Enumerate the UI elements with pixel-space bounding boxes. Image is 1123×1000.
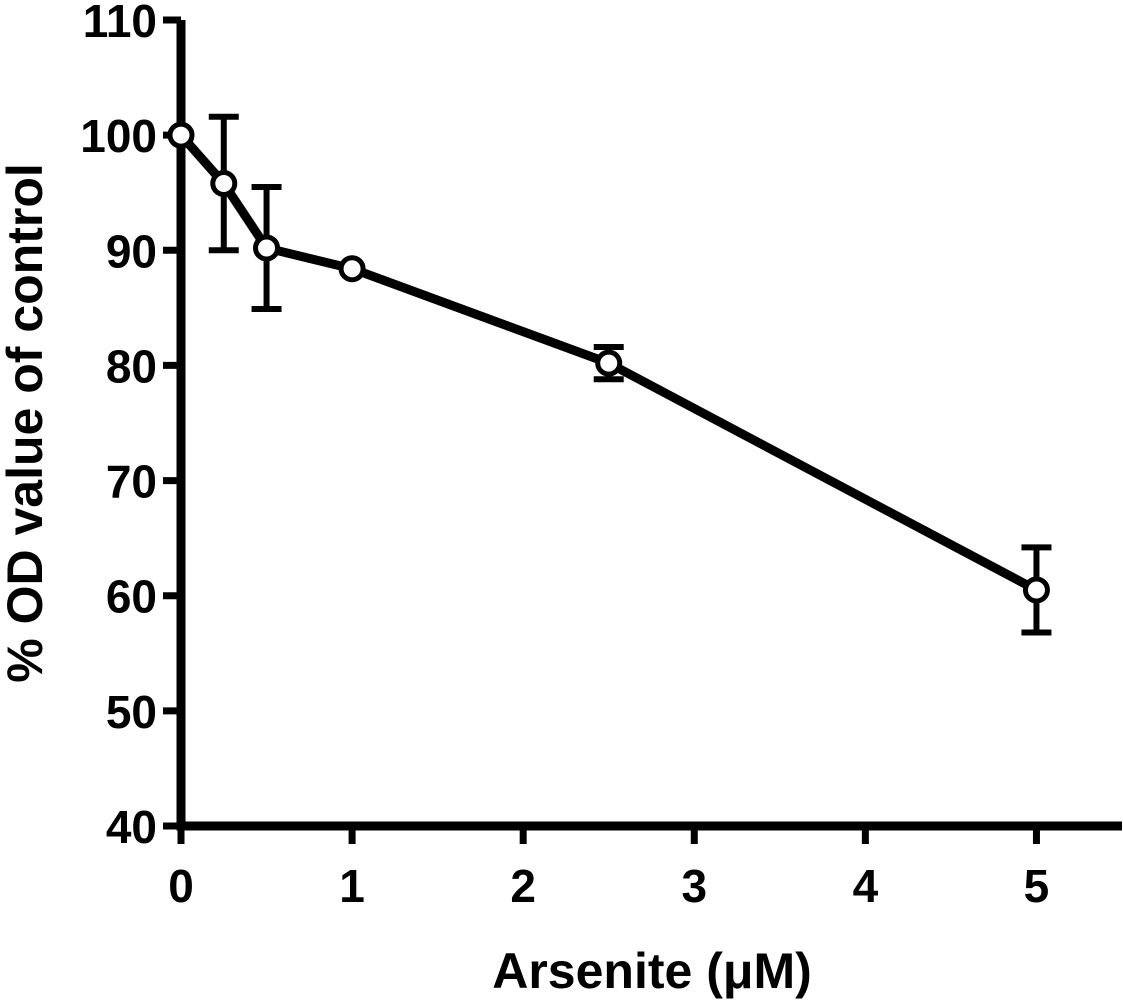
y-tick-label: 70 (106, 456, 157, 508)
y-tick-label: 40 (106, 801, 157, 853)
x-axis-title: Arsenite (μM) (492, 943, 812, 999)
y-tick-label: 60 (106, 571, 157, 623)
data-point (167, 121, 195, 149)
y-tick-label: 50 (106, 686, 157, 738)
data-point (595, 349, 623, 377)
data-point (1022, 576, 1050, 604)
x-tick-label: 2 (510, 860, 536, 912)
y-tick-label: 110 (83, 0, 157, 47)
data-point (210, 170, 238, 198)
y-axis-ticks: 40 50 60 70 80 90 100 110 (80, 0, 181, 853)
data-point (253, 234, 281, 262)
y-tick-label: 90 (106, 225, 157, 277)
y-tick-label: 100 (80, 110, 157, 162)
data-points (167, 121, 1050, 604)
x-tick-label: 4 (853, 860, 879, 912)
x-tick-label: 0 (168, 860, 194, 912)
x-tick-label: 5 (1024, 860, 1050, 912)
y-tick-label: 80 (106, 340, 157, 392)
data-point (338, 255, 366, 283)
x-tick-label: 3 (681, 860, 707, 912)
x-tick-label: 1 (339, 860, 365, 912)
x-axis-ticks: 0 1 2 3 4 5 (168, 826, 1049, 912)
y-axis-title: % OD value of control (0, 163, 53, 683)
